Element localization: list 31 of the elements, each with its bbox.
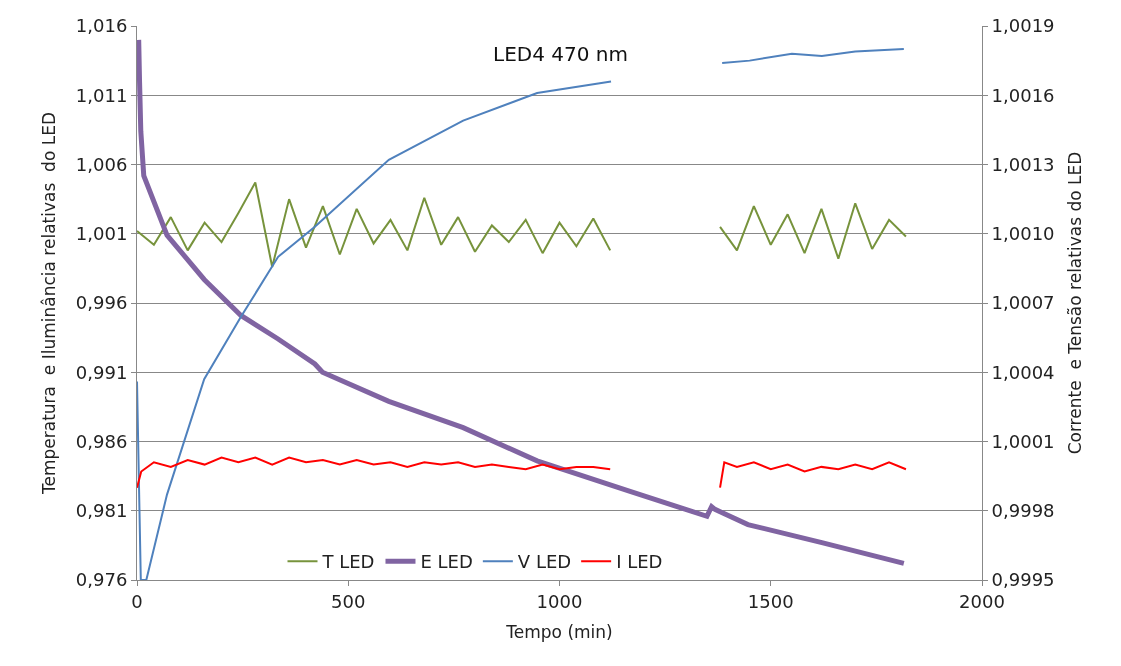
x-axis-title: Tempo (min) bbox=[505, 622, 613, 642]
x-tick-label: 0 bbox=[131, 590, 143, 612]
y-tick-label: 1,001 bbox=[75, 223, 128, 245]
legend-label: I LED bbox=[616, 551, 663, 573]
y-tick-label: 1,011 bbox=[75, 84, 128, 106]
y2-tick-label: 1,0010 bbox=[991, 223, 1055, 245]
x-tick-label: 1000 bbox=[536, 590, 583, 612]
y-tick-label: 1,006 bbox=[75, 153, 128, 175]
y-tick-label: 0,996 bbox=[75, 292, 128, 314]
y2-tick-label: 0,9998 bbox=[991, 500, 1055, 522]
legend-label: E LED bbox=[420, 551, 473, 573]
y-tick-label: 1,016 bbox=[75, 15, 128, 37]
y2-tick-label: 1,0019 bbox=[991, 15, 1055, 37]
y-axis-title: Temperatura e Iluminância relativas do LED bbox=[39, 112, 60, 495]
y2-tick-label: 1,0016 bbox=[991, 84, 1055, 106]
text: LED4 470 nm bbox=[493, 41, 628, 66]
y2-tick-label: 0,9995 bbox=[991, 569, 1055, 591]
y2-tick-label: 1,0001 bbox=[991, 430, 1055, 452]
y2-tick-label: 1,0007 bbox=[991, 292, 1055, 314]
legend-label: T LED bbox=[321, 551, 375, 573]
y2-axis-title: Corrente e Tensão relativas do LED bbox=[1064, 151, 1085, 455]
legend-label: V LED bbox=[517, 551, 572, 573]
x-tick-label: 1500 bbox=[747, 590, 794, 612]
y-tick-label: 0,976 bbox=[75, 569, 128, 591]
y-tick-label: 0,981 bbox=[75, 500, 128, 522]
y-tick-label: 0,991 bbox=[75, 361, 128, 383]
x-tick-label: 2000 bbox=[959, 590, 1005, 612]
x-tick-label: 500 bbox=[331, 590, 366, 612]
y2-tick-label: 1,0004 bbox=[991, 361, 1055, 383]
y-tick-label: 0,986 bbox=[75, 430, 128, 452]
y2-tick-label: 1,0013 bbox=[991, 153, 1055, 175]
